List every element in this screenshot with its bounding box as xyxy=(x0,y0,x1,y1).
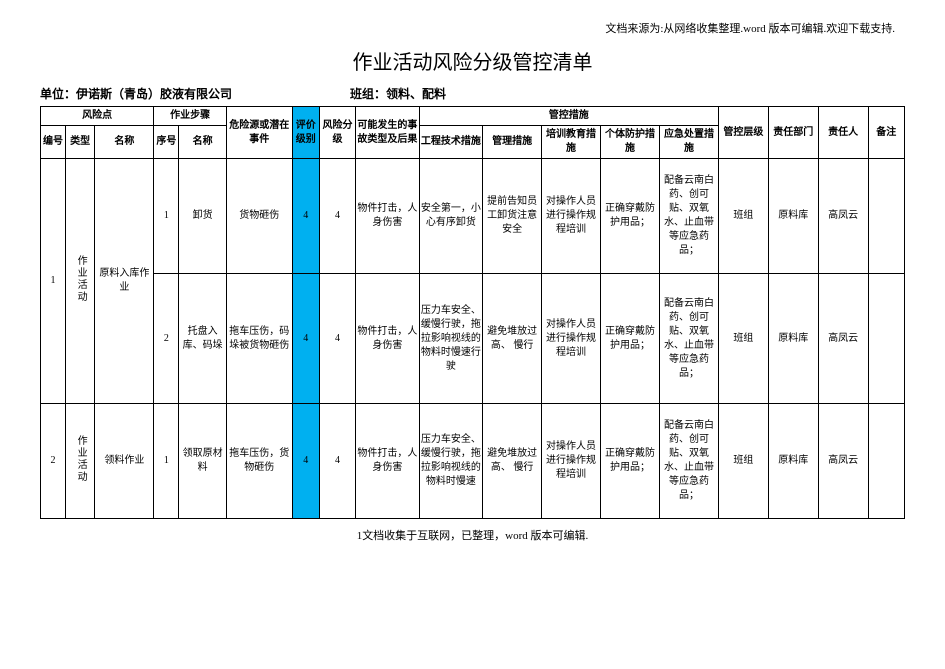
cell-seq: 1 xyxy=(154,404,179,519)
hdr-work-step: 作业步骤 xyxy=(154,107,227,126)
team-block: 班组：领料、配料 xyxy=(350,85,446,102)
footer-note: 1文档收集于互联网，已整理，word 版本可编辑. xyxy=(40,527,905,543)
hdr-person: 责任人 xyxy=(818,107,868,159)
cell-seq: 2 xyxy=(154,274,179,404)
hdr-step-name: 名称 xyxy=(179,126,227,159)
cell-ppe: 正确穿戴防护用品； xyxy=(601,274,660,404)
cell-type: 作业活动 xyxy=(65,404,94,519)
cell-seq: 1 xyxy=(154,159,179,274)
cell-mgmt: 提前告知员工卸货注意安全 xyxy=(483,159,542,274)
cell-person: 高凤云 xyxy=(818,159,868,274)
cell-dept: 原料库 xyxy=(768,404,818,519)
hdr-eng: 工程技术措施 xyxy=(419,126,482,159)
cell-remark xyxy=(868,274,904,404)
table-row: 2 托盘入库、码垛 拖车压伤，码垛被货物砸伤 4 4 物件打击，人身伤害 压力车… xyxy=(41,274,905,404)
hdr-accident: 可能发生的事故类型及后果 xyxy=(356,107,419,159)
info-row: 单位：伊诺斯（青岛）胶液有限公司 班组：领料、配料 xyxy=(40,85,905,102)
hdr-train: 培训教育措施 xyxy=(542,126,601,159)
hdr-risk-grade: 风险分级 xyxy=(319,107,355,159)
hdr-name: 名称 xyxy=(95,126,154,159)
cell-eval: 4 xyxy=(292,159,319,274)
cell-emer: 配备云南白药、创可贴、双氧水、止血带等应急药品； xyxy=(659,274,718,404)
hdr-ppe: 个体防护措施 xyxy=(601,126,660,159)
hdr-seq: 序号 xyxy=(154,126,179,159)
cell-hazard: 货物砸伤 xyxy=(226,159,292,274)
cell-no: 1 xyxy=(41,159,66,404)
cell-hazard: 拖车压伤，货物砸伤 xyxy=(226,404,292,519)
cell-risk: 4 xyxy=(319,404,355,519)
unit-value: 伊诺斯（青岛）胶液有限公司 xyxy=(76,87,232,101)
cell-accident: 物件打击，人身伤害 xyxy=(356,159,419,274)
cell-emer: 配备云南白药、创可贴、双氧水、止血带等应急药品； xyxy=(659,159,718,274)
cell-person: 高凤云 xyxy=(818,274,868,404)
hdr-ctrl-level: 管控层级 xyxy=(718,107,768,159)
cell-ppe: 正确穿戴防护用品； xyxy=(601,159,660,274)
cell-risk: 4 xyxy=(319,159,355,274)
source-note: 文档来源为:从网络收集整理.word 版本可编辑.欢迎下载支持. xyxy=(40,20,905,36)
cell-risk: 4 xyxy=(319,274,355,404)
cell-level: 班组 xyxy=(718,404,768,519)
hdr-hazard: 危险源或潜在事件 xyxy=(226,107,292,159)
hdr-no: 编号 xyxy=(41,126,66,159)
cell-train: 对操作人员进行操作规程培训 xyxy=(542,274,601,404)
hdr-emer: 应急处置措施 xyxy=(659,126,718,159)
hdr-ctrl-measures: 管控措施 xyxy=(419,107,718,126)
cell-ppe: 正确穿戴防护用品； xyxy=(601,404,660,519)
cell-accident: 物件打击，人身伤害 xyxy=(356,404,419,519)
hdr-risk-point: 风险点 xyxy=(41,107,154,126)
cell-eng: 压力车安全、缓慢行驶，拖拉影响视线的物料时慢速 xyxy=(419,404,482,519)
cell-hazard: 拖车压伤，码垛被货物砸伤 xyxy=(226,274,292,404)
unit-label: 单位： xyxy=(40,87,76,101)
cell-train: 对操作人员进行操作规程培训 xyxy=(542,404,601,519)
hdr-mgmt: 管理措施 xyxy=(483,126,542,159)
cell-train: 对操作人员进行操作规程培训 xyxy=(542,159,601,274)
cell-name: 原料入库作业 xyxy=(95,159,154,404)
cell-dept: 原料库 xyxy=(768,159,818,274)
cell-type: 作业活动 xyxy=(65,159,94,404)
cell-level: 班组 xyxy=(718,159,768,274)
hdr-dept: 责任部门 xyxy=(768,107,818,159)
cell-step: 领取原材料 xyxy=(179,404,227,519)
cell-remark xyxy=(868,404,904,519)
cell-eval: 4 xyxy=(292,404,319,519)
team-value: 领料、配料 xyxy=(386,87,446,101)
cell-step: 托盘入库、码垛 xyxy=(179,274,227,404)
hdr-remark: 备注 xyxy=(868,107,904,159)
cell-mgmt: 避免堆放过高、 慢行 xyxy=(483,404,542,519)
cell-dept: 原料库 xyxy=(768,274,818,404)
cell-mgmt: 避免堆放过高、 慢行 xyxy=(483,274,542,404)
risk-table: 风险点 作业步骤 危险源或潜在事件 评价级别 风险分级 可能发生的事故类型及后果… xyxy=(40,106,905,519)
hdr-type: 类型 xyxy=(65,126,94,159)
page-title: 作业活动风险分级管控清单 xyxy=(40,46,905,75)
cell-remark xyxy=(868,159,904,274)
cell-eng: 安全第一，小心有序卸货 xyxy=(419,159,482,274)
cell-emer: 配备云南白药、创可贴、双氧水、止血带等应急药品； xyxy=(659,404,718,519)
cell-level: 班组 xyxy=(718,274,768,404)
cell-step: 卸货 xyxy=(179,159,227,274)
cell-person: 高凤云 xyxy=(818,404,868,519)
hdr-eval: 评价级别 xyxy=(292,107,319,159)
cell-name: 领料作业 xyxy=(95,404,154,519)
cell-no: 2 xyxy=(41,404,66,519)
cell-eng: 压力车安全、缓慢行驶，拖拉影响视线的物料时慢速行驶 xyxy=(419,274,482,404)
header-row-1: 风险点 作业步骤 危险源或潜在事件 评价级别 风险分级 可能发生的事故类型及后果… xyxy=(41,107,905,126)
cell-eval: 4 xyxy=(292,274,319,404)
unit-block: 单位：伊诺斯（青岛）胶液有限公司 xyxy=(40,85,320,102)
table-row: 1 作业活动 原料入库作业 1 卸货 货物砸伤 4 4 物件打击，人身伤害 安全… xyxy=(41,159,905,274)
cell-accident: 物件打击，人身伤害 xyxy=(356,274,419,404)
table-row: 2 作业活动 领料作业 1 领取原材料 拖车压伤，货物砸伤 4 4 物件打击，人… xyxy=(41,404,905,519)
team-label: 班组： xyxy=(350,87,386,101)
